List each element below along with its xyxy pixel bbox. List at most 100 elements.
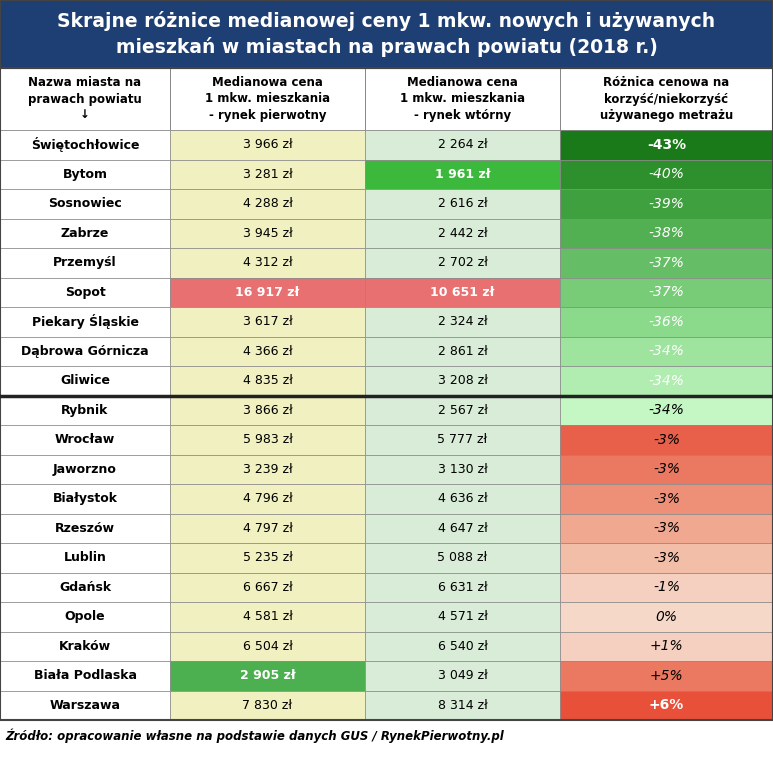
Bar <box>0 572 170 602</box>
Text: Medianowa cena
1 mkw. mieszkania
- rynek wtórny: Medianowa cena 1 mkw. mieszkania - rynek… <box>400 77 525 122</box>
Bar <box>560 514 773 543</box>
Bar <box>365 248 560 277</box>
Text: -3%: -3% <box>653 551 680 565</box>
Bar <box>170 366 365 395</box>
Bar <box>560 130 773 160</box>
Bar <box>170 219 365 248</box>
Bar <box>0 160 170 189</box>
Bar <box>560 543 773 572</box>
Text: 5 088 zł: 5 088 zł <box>438 551 488 564</box>
Bar <box>365 632 560 661</box>
Text: 2 442 zł: 2 442 zł <box>438 226 487 239</box>
Bar <box>560 68 773 130</box>
Text: Nazwa miasta na
prawach powiatu
↓: Nazwa miasta na prawach powiatu ↓ <box>28 77 142 122</box>
Bar <box>365 337 560 366</box>
Text: 0%: 0% <box>656 610 677 624</box>
Bar <box>170 454 365 484</box>
Text: +5%: +5% <box>649 669 683 682</box>
Text: 4 636 zł: 4 636 zł <box>438 492 487 505</box>
Text: Jaworzno: Jaworzno <box>53 463 117 476</box>
Bar <box>365 484 560 514</box>
Text: 10 651 zł: 10 651 zł <box>431 286 495 299</box>
Bar <box>0 248 170 277</box>
Text: 2 324 zł: 2 324 zł <box>438 315 487 328</box>
Bar <box>560 248 773 277</box>
Text: 3 049 zł: 3 049 zł <box>438 670 487 682</box>
Text: -37%: -37% <box>649 256 684 270</box>
Text: 4 581 zł: 4 581 zł <box>243 610 292 623</box>
Text: 5 983 zł: 5 983 zł <box>243 433 292 446</box>
Text: 4 647 zł: 4 647 zł <box>438 522 487 535</box>
Bar <box>170 602 365 632</box>
Bar <box>170 691 365 720</box>
Bar <box>365 366 560 395</box>
Text: Białystok: Białystok <box>53 492 117 505</box>
Bar <box>365 277 560 307</box>
Text: -37%: -37% <box>649 285 684 299</box>
Text: -3%: -3% <box>653 521 680 535</box>
Text: -39%: -39% <box>649 197 684 211</box>
Bar <box>0 484 170 514</box>
Bar <box>365 691 560 720</box>
Text: -36%: -36% <box>649 315 684 329</box>
Bar <box>365 425 560 454</box>
Text: 6 667 zł: 6 667 zł <box>243 581 292 594</box>
Bar <box>0 395 170 425</box>
Text: 2 264 zł: 2 264 zł <box>438 138 487 151</box>
Bar <box>0 189 170 219</box>
Text: Różnica cenowa na
korzyść/niekorzyść
używanego metrażu: Różnica cenowa na korzyść/niekorzyść uży… <box>600 77 733 122</box>
Bar <box>170 277 365 307</box>
Bar <box>0 366 170 395</box>
Bar <box>0 514 170 543</box>
Text: Wrocław: Wrocław <box>55 433 115 446</box>
Bar <box>0 219 170 248</box>
Bar <box>0 307 170 337</box>
Text: Skrajne różnice medianowej ceny 1 mkw. nowych i używanych
mieszkań w miastach na: Skrajne różnice medianowej ceny 1 mkw. n… <box>57 11 716 57</box>
Bar <box>0 337 170 366</box>
Bar <box>170 484 365 514</box>
Text: 3 130 zł: 3 130 zł <box>438 463 487 476</box>
Bar <box>170 68 365 130</box>
Text: Kraków: Kraków <box>59 640 111 653</box>
Bar <box>170 189 365 219</box>
Bar <box>560 219 773 248</box>
Bar <box>170 543 365 572</box>
Text: 3 866 zł: 3 866 zł <box>243 404 292 416</box>
Bar <box>560 395 773 425</box>
Text: Zabrze: Zabrze <box>61 226 109 239</box>
Text: 4 835 zł: 4 835 zł <box>243 374 292 388</box>
Bar <box>170 425 365 454</box>
Text: 4 796 zł: 4 796 zł <box>243 492 292 505</box>
Bar <box>365 68 560 130</box>
Bar <box>365 130 560 160</box>
Text: 3 281 zł: 3 281 zł <box>243 168 292 181</box>
Bar <box>365 572 560 602</box>
Text: 2 616 zł: 2 616 zł <box>438 198 487 211</box>
Text: Warszawa: Warszawa <box>49 698 121 712</box>
Text: -40%: -40% <box>649 167 684 181</box>
Bar <box>365 307 560 337</box>
Text: 6 631 zł: 6 631 zł <box>438 581 487 594</box>
Bar <box>0 130 170 160</box>
Text: -34%: -34% <box>649 344 684 358</box>
Bar <box>560 160 773 189</box>
Bar <box>0 0 773 68</box>
Bar <box>560 661 773 691</box>
Text: Sopot: Sopot <box>65 286 105 299</box>
Bar <box>170 337 365 366</box>
Bar <box>0 602 170 632</box>
Bar <box>560 425 773 454</box>
Text: 4 571 zł: 4 571 zł <box>438 610 488 623</box>
Text: -34%: -34% <box>649 404 684 417</box>
Bar <box>0 543 170 572</box>
Bar <box>170 514 365 543</box>
Bar <box>560 307 773 337</box>
Bar <box>0 691 170 720</box>
Bar <box>365 454 560 484</box>
Text: 4 797 zł: 4 797 zł <box>243 522 292 535</box>
Text: Rzeszów: Rzeszów <box>55 522 115 535</box>
Text: 16 917 zł: 16 917 zł <box>235 286 300 299</box>
Text: -34%: -34% <box>649 374 684 388</box>
Text: +1%: +1% <box>649 639 683 654</box>
Text: Rybnik: Rybnik <box>61 404 109 416</box>
